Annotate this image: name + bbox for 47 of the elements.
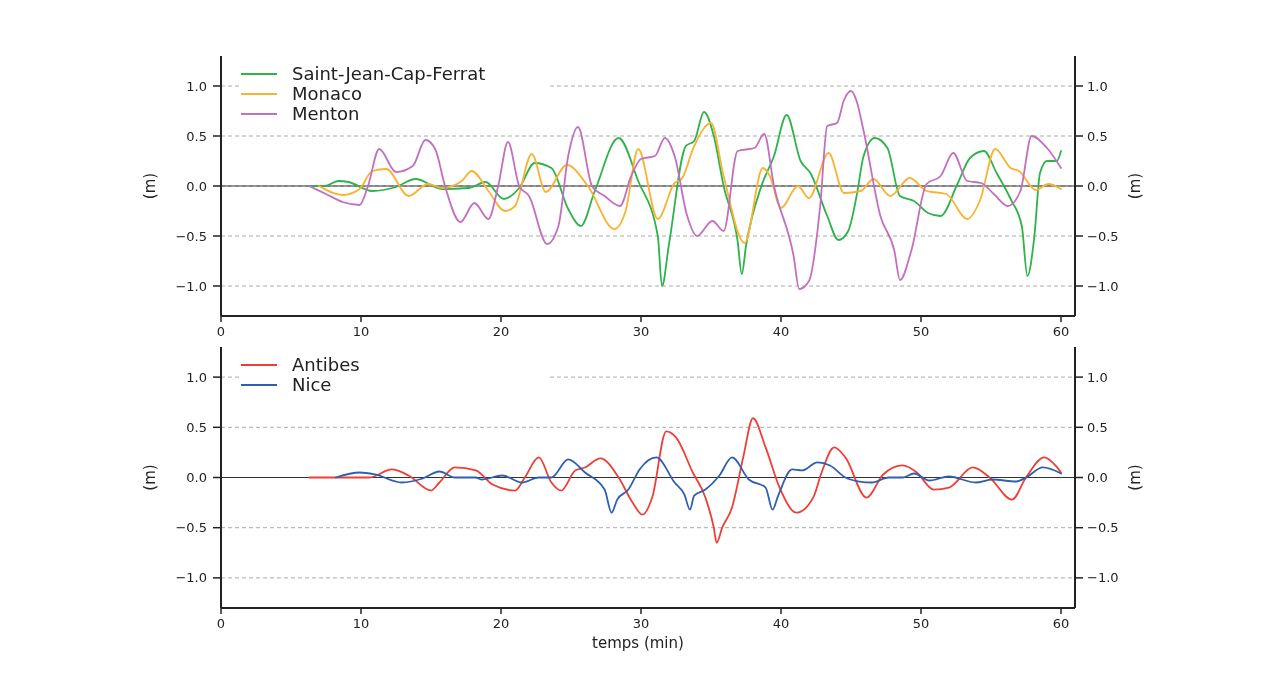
y-tick-label: 0.0 [186,470,207,485]
y2-tick-label: 0.0 [1087,178,1108,194]
y2-tick-label: −0.5 [1087,520,1119,536]
x-tick-label: 0 [216,324,226,339]
legend-label: Saint-Jean-Cap-Ferrat [292,63,486,84]
y-axis-title: (m) [141,464,159,491]
y2-axis-title: (m) [1126,172,1144,200]
y-tick-label: −1.0 [175,278,207,294]
y-tick-label: 0.0 [186,178,207,194]
y2-tick-label: 1.0 [1087,369,1108,385]
y-tick-label: 0.5 [186,419,207,435]
y2-tick-label: −1.0 [1087,278,1119,294]
x-tick-label: 60 [1052,616,1070,631]
x-tick-label: 30 [632,324,650,339]
line-series [308,417,1062,544]
y2-axis-title: (m) [1126,464,1144,491]
x-tick-label: 40 [772,616,790,631]
y-tick-label: 0.5 [186,128,207,144]
y2-tick-label: −1.0 [1087,570,1119,586]
legend-label: Monaco [292,83,362,104]
x-tick-label: 30 [632,616,650,631]
y-tick-label: 1.0 [186,369,207,385]
y-tick-label: −1.0 [175,570,207,586]
x-tick-label: 60 [1052,324,1070,339]
x-tick-label: 50 [912,324,930,339]
y-tick-label: −0.5 [175,520,207,536]
x-tick-label: 0 [216,616,226,631]
x-tick-label: 50 [912,616,930,631]
x-tick-label: 40 [772,324,790,339]
y-tick-label: 1.0 [186,78,207,94]
legend-label: Nice [292,374,332,395]
x-tick-label: 10 [352,324,370,339]
x-tick-label: 20 [492,324,510,339]
legend-label: Antibes [292,354,360,375]
y2-tick-label: 0.0 [1087,470,1108,485]
line-series [318,122,1062,244]
y2-tick-label: 1.0 [1087,78,1108,94]
y-tick-label: −0.5 [175,228,207,244]
y2-tick-label: 0.5 [1087,128,1108,144]
y-axis-title: (m) [141,172,159,200]
line-series [334,456,1062,514]
legend-label: Menton [292,103,360,124]
x-tick-label: 10 [352,616,370,631]
x-tick-label: 20 [492,616,510,631]
y2-tick-label: −0.5 [1087,228,1119,244]
y2-tick-label: 0.5 [1087,419,1108,435]
x-axis-title: temps (min) [592,634,684,652]
